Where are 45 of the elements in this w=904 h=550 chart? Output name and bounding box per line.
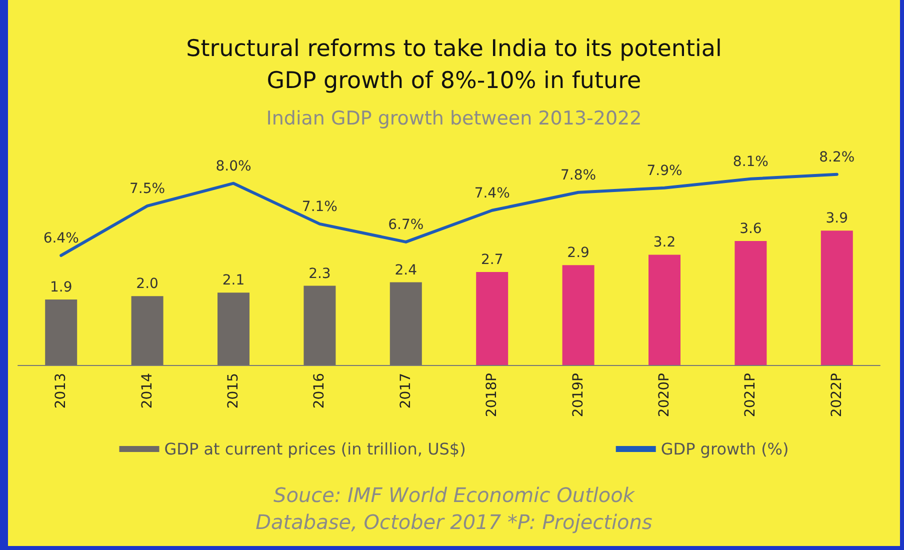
x-tick-label: 2019P	[570, 373, 586, 418]
chart-subtitle: Indian GDP growth between 2013-2022	[266, 108, 642, 130]
data-label: 2.9	[567, 245, 590, 262]
data-label: 2.1	[222, 272, 245, 289]
data-label: 8.0%	[216, 158, 252, 174]
data-label: 3.9	[826, 210, 848, 227]
data-label: 8.2%	[819, 149, 855, 166]
data-label: 7.1%	[302, 198, 338, 215]
chart-title: Structural reforms to take India to its potential GDP growth of 8%-10% in future	[186, 36, 722, 94]
legend-label: GDP at current prices (in trillion, US$)	[164, 440, 466, 458]
x-tick-label: 2020P	[656, 373, 672, 418]
text: Souce: IMF World Economic Outlook Database, October 2017 *P: Projections	[254, 482, 654, 536]
x-tick-label: 2017	[398, 373, 414, 409]
data-label: 2.0	[136, 276, 158, 292]
bar	[304, 286, 336, 365]
data-label: 2.7	[480, 252, 504, 268]
data-label: 3.2	[653, 234, 676, 251]
bar	[734, 240, 767, 365]
data-label: 7.9%	[646, 162, 682, 179]
x-tick-label: 2014	[139, 372, 156, 409]
bar	[131, 296, 164, 365]
data-label: 8.1%	[732, 154, 768, 170]
x-tick-label: 2015	[226, 373, 242, 409]
data-label: 7.4%	[474, 185, 510, 202]
x-tick-label: 2013	[53, 373, 70, 409]
data-label: 6.7%	[388, 216, 424, 233]
data-label: 7.5%	[130, 180, 166, 197]
bar	[648, 254, 680, 365]
data-label: 1.9	[50, 280, 72, 296]
bar	[390, 282, 422, 365]
legend-label: GDP growth (%)	[660, 440, 789, 458]
data-label: 2.3	[308, 266, 331, 282]
bar	[562, 265, 594, 365]
bar	[218, 292, 250, 365]
x-tick-label: 2021P	[742, 373, 759, 418]
data-label: 6.4%	[43, 230, 79, 246]
x-tick-label: 2022P	[828, 373, 845, 418]
data-label: 3.6	[740, 220, 762, 237]
x-tick-label: 2018P	[484, 373, 500, 418]
x-tick-label: 2016	[312, 372, 328, 409]
bar	[476, 272, 508, 365]
bar	[45, 300, 78, 365]
data-label: 2.4	[394, 262, 418, 278]
data-label: 7.8%	[560, 167, 596, 184]
bar	[820, 230, 853, 365]
